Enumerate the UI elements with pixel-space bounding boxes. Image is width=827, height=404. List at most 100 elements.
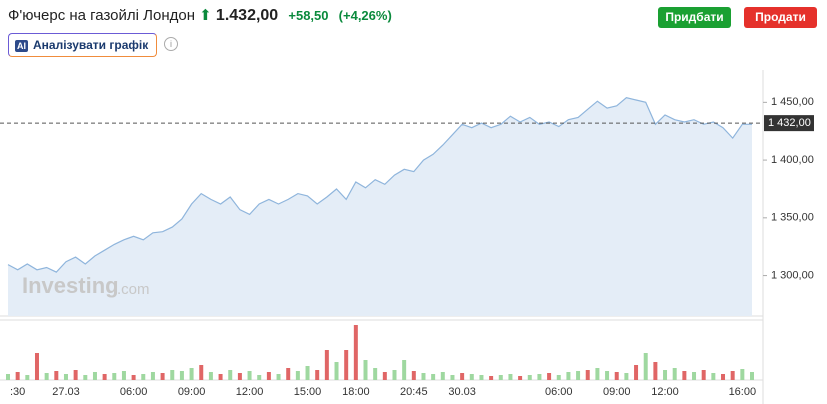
volume-bar [170, 370, 175, 380]
volume-bar [489, 376, 494, 380]
volume-bar [450, 375, 455, 380]
volume-bar [421, 373, 426, 380]
volume-bar [730, 371, 735, 380]
volume-bar [479, 375, 484, 380]
volume-bar [160, 373, 165, 380]
volume-bar [208, 372, 213, 380]
volume-bar [73, 370, 78, 380]
volume-bar [199, 365, 204, 380]
last-price-label: 1 432,00 [768, 117, 811, 129]
volume-bar [189, 368, 194, 380]
volume-bar [576, 371, 581, 380]
volume-bar [150, 372, 155, 380]
up-arrow: ⬆ [199, 7, 212, 24]
volume-bar [624, 373, 629, 380]
price-area [8, 97, 752, 316]
volume-bar [44, 373, 49, 380]
volume-bar [34, 353, 39, 380]
volume-bar [701, 370, 706, 380]
volume-bar [740, 369, 745, 380]
y-tick-label: 1 400,00 [771, 154, 814, 166]
volume-bar [247, 371, 252, 380]
volume-bar [266, 372, 271, 380]
x-tick-label: 20:45 [400, 386, 428, 398]
volume-bar [614, 372, 619, 380]
volume-bar [692, 372, 697, 380]
title: Ф'ючерс на газойлі Лондон [8, 7, 195, 24]
volume-bar [121, 371, 126, 380]
x-tick-label: 16:00 [729, 386, 757, 398]
x-tick-label: 30.03 [448, 386, 476, 398]
y-tick-label: 1 350,00 [771, 212, 814, 224]
volume-bar [537, 374, 542, 380]
buy-button[interactable]: Придбати [658, 7, 731, 28]
volume-bar [431, 374, 436, 380]
volume-bar [653, 362, 658, 380]
volume-bar [141, 374, 146, 380]
info-icon[interactable]: i [164, 37, 178, 51]
x-tick-label: 06:00 [120, 386, 148, 398]
volume-bar [179, 371, 184, 380]
x-tick-label: 12:00 [236, 386, 264, 398]
volume-bar [605, 371, 610, 380]
volume-bar [508, 374, 513, 380]
volume-bar [63, 374, 68, 380]
volume-bar [315, 370, 320, 380]
volume-bar [392, 370, 397, 380]
volume-bar [344, 350, 349, 380]
sell-button[interactable]: Продати [744, 7, 817, 28]
volume-bar [460, 373, 465, 380]
volume-bar [131, 375, 136, 380]
x-tick-label: 12:00 [651, 386, 679, 398]
analyze-button[interactable]: AI Аналізувати графік [8, 33, 158, 57]
volume-bar [6, 374, 10, 380]
volume-bar [112, 373, 117, 380]
volume-bar [527, 375, 532, 380]
y-tick-label: 1 450,00 [771, 96, 814, 108]
ai-badge: AI [15, 40, 28, 52]
volume-bar [721, 374, 726, 380]
volume-bar [595, 368, 600, 380]
volume-bar [54, 371, 59, 380]
volume-bar [750, 372, 754, 380]
x-tick-label: 18:00 [342, 386, 370, 398]
x-tick-label: 27.03 [52, 386, 80, 398]
volume-bar [469, 374, 474, 380]
volume-bar [547, 373, 552, 380]
change-pct: (+4,26%) [338, 8, 392, 23]
volume-bar [15, 372, 20, 380]
analyze-label: Аналізувати графік [33, 38, 149, 52]
volume-bar [585, 370, 590, 380]
volume-bar [363, 360, 368, 380]
watermark-suffix: .com [117, 281, 150, 298]
last-price-box [764, 115, 814, 132]
volume-bar [353, 325, 358, 380]
volume-bar [672, 368, 677, 380]
volume-bar [218, 374, 223, 380]
volume-bar [295, 371, 300, 380]
x-tick-label: 15:00 [294, 386, 322, 398]
volume-bar [237, 373, 242, 380]
volume-bar [556, 375, 561, 380]
volume-bar [634, 365, 639, 380]
volume-bar [228, 370, 233, 380]
watermark: Investing [22, 273, 119, 298]
volume-bar [324, 350, 329, 380]
volume-bar [25, 375, 30, 380]
volume-bar [286, 368, 291, 380]
x-tick-label: 09:00 [603, 386, 631, 398]
volume-bar [334, 362, 339, 380]
volume-bar [83, 375, 88, 380]
volume-bar [643, 353, 648, 380]
x-tick-label: :30 [10, 386, 25, 398]
price: 1.432,00 [215, 7, 279, 24]
volume-bar [498, 375, 503, 380]
volume-bar [682, 371, 687, 380]
volume-bar [257, 375, 262, 380]
volume-bar [305, 366, 310, 380]
volume-bar [92, 372, 97, 380]
volume-bar [663, 370, 668, 380]
price-line [7, 97, 752, 273]
